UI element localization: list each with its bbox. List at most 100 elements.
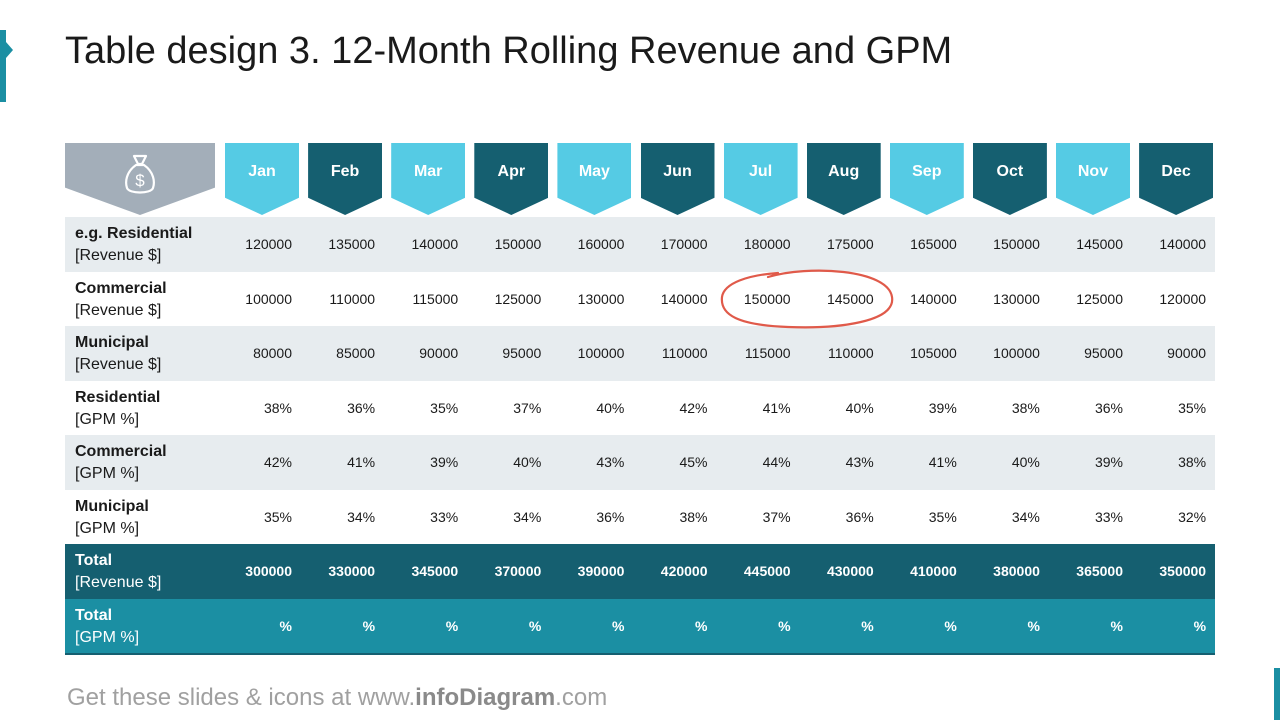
table-cell: 36% <box>347 399 376 416</box>
table-cell: % <box>778 617 791 634</box>
table-cell: % <box>1193 617 1207 634</box>
table-cell: 41% <box>762 399 791 416</box>
table-cell: 380000 <box>993 563 1040 580</box>
table-cell: 36% <box>596 508 625 525</box>
table-cell: 34% <box>1011 508 1040 525</box>
row-label-main: Total <box>75 552 113 569</box>
table-cell: 39% <box>928 399 957 416</box>
table-cell: 110000 <box>828 345 874 362</box>
table-cell: 420000 <box>660 563 708 580</box>
left-accent-bar <box>0 30 13 102</box>
table-cell: % <box>944 617 957 634</box>
row-label: Commercial [Revenue $] <box>75 278 167 322</box>
table-cell: 300000 <box>245 563 292 580</box>
table-cell: 115000 <box>412 290 459 307</box>
table-cell: 350000 <box>1159 563 1207 580</box>
row-label-main: Municipal <box>75 497 149 515</box>
table-cell: 45% <box>679 454 708 471</box>
table-cell: 125000 <box>1076 290 1123 307</box>
table-cell: 35% <box>263 508 292 525</box>
month-header-sep: Sep <box>889 143 964 215</box>
month-header-nov: Nov <box>1056 143 1130 215</box>
row-label-unit: [Revenue $] <box>75 301 162 319</box>
table-cell: 430000 <box>826 563 874 580</box>
table-cell: 180000 <box>743 236 791 253</box>
revenue-table: $ Jan Feb Mar Apr May Jun Jul Aug Sep Oct Nov Dec e… <box>65 143 1215 655</box>
row-label: Total [Revenue $] <box>75 550 161 594</box>
table-cell: 120000 <box>1159 290 1207 307</box>
table-cell: 39% <box>430 454 459 471</box>
row-label-main: Total <box>75 606 113 624</box>
table-cell: 42% <box>263 454 292 471</box>
table-cell: 165000 <box>910 236 957 253</box>
month-header-jan: Jan <box>225 143 299 215</box>
table-total-row: Total [GPM %]%%%%%%%%%%%% <box>65 598 1215 655</box>
table-cell: 130000 <box>577 290 625 307</box>
highlight-circle <box>720 269 894 329</box>
table-cell: 37% <box>762 508 791 525</box>
table-cell: 40% <box>845 399 874 416</box>
table-cell: 38% <box>263 399 292 416</box>
table-cell: 32% <box>1178 508 1207 525</box>
table-cell: 34% <box>513 508 542 525</box>
footer-suffix: .com <box>555 684 608 711</box>
row-label-unit: [GPM %] <box>75 628 140 646</box>
month-header-may: May <box>557 143 632 215</box>
table-cell: 40% <box>596 399 625 416</box>
table-cell: 38% <box>1178 454 1207 471</box>
money-bag-icon: $ <box>125 154 155 194</box>
table-cell: % <box>861 617 874 634</box>
table-cell: 150000 <box>743 290 791 307</box>
table-cell: 35% <box>928 508 957 525</box>
table-cell: 90000 <box>1167 345 1207 362</box>
table-cell: 36% <box>845 508 874 525</box>
row-label-main: Municipal <box>75 334 149 351</box>
table-cell: 160000 <box>577 236 625 253</box>
month-header-dec: Dec <box>1139 143 1214 215</box>
table-cell: 95000 <box>1084 345 1123 362</box>
table-cell: 100000 <box>993 345 1040 362</box>
table-cell: 80000 <box>253 345 292 362</box>
row-label-unit: [GPM %] <box>75 465 140 482</box>
month-header-feb: Feb <box>308 143 383 215</box>
row-label: Total [GPM %] <box>75 605 139 649</box>
table-cell: 125000 <box>494 290 542 307</box>
table-cell: % <box>528 617 542 634</box>
row-label: Residential [GPM %] <box>75 387 160 431</box>
row-label-unit: [GPM %] <box>75 410 140 428</box>
table-cell: % <box>1027 617 1040 634</box>
table-cell: 33% <box>430 508 459 525</box>
row-label: Municipal [Revenue $] <box>75 332 161 376</box>
table-cell: 150000 <box>993 236 1040 253</box>
table-cell: 35% <box>1178 399 1207 416</box>
table-cell: % <box>695 617 708 634</box>
table-row: Residential [GPM %] 38% 36% 35% 37% 40% 42% 41% 4… <box>65 381 1215 436</box>
table-cell: 43% <box>596 454 625 471</box>
table-cell: % <box>1110 617 1123 634</box>
table-cell: 100000 <box>577 345 625 362</box>
table-cell: 390000 <box>577 563 625 580</box>
table-cell: 35% <box>430 399 459 416</box>
table-cell: % <box>362 617 376 634</box>
row-label: e.g. Residential [Revenue $] <box>75 223 192 267</box>
table-cell: 115000 <box>744 345 791 362</box>
table-cell: 170000 <box>660 236 708 253</box>
table-row: Municipal [Revenue $] 80000 85000 90000 95000… <box>65 326 1215 381</box>
table-cell: 85000 <box>336 345 376 362</box>
table-cell: 95000 <box>502 345 542 362</box>
right-accent-bar <box>1274 668 1280 720</box>
row-label-unit: [Revenue $] <box>75 574 162 591</box>
row-label: Commercial [GPM %] <box>75 441 167 485</box>
table-cell: 140000 <box>411 236 459 253</box>
month-header-oct: Oct <box>972 143 1047 215</box>
table-cell: 120000 <box>245 236 292 253</box>
table-cell: 37% <box>513 399 542 416</box>
table-cell: 90000 <box>419 345 459 362</box>
table-cell: 145000 <box>826 290 874 307</box>
header-corner: $ <box>65 143 215 215</box>
footer-brand[interactable]: infoDiagram <box>415 684 556 711</box>
table-cell: 44% <box>762 454 791 471</box>
table-cell: 100000 <box>245 290 292 307</box>
table-cell: 330000 <box>328 563 376 580</box>
row-label: Municipal [GPM %] <box>75 496 149 540</box>
